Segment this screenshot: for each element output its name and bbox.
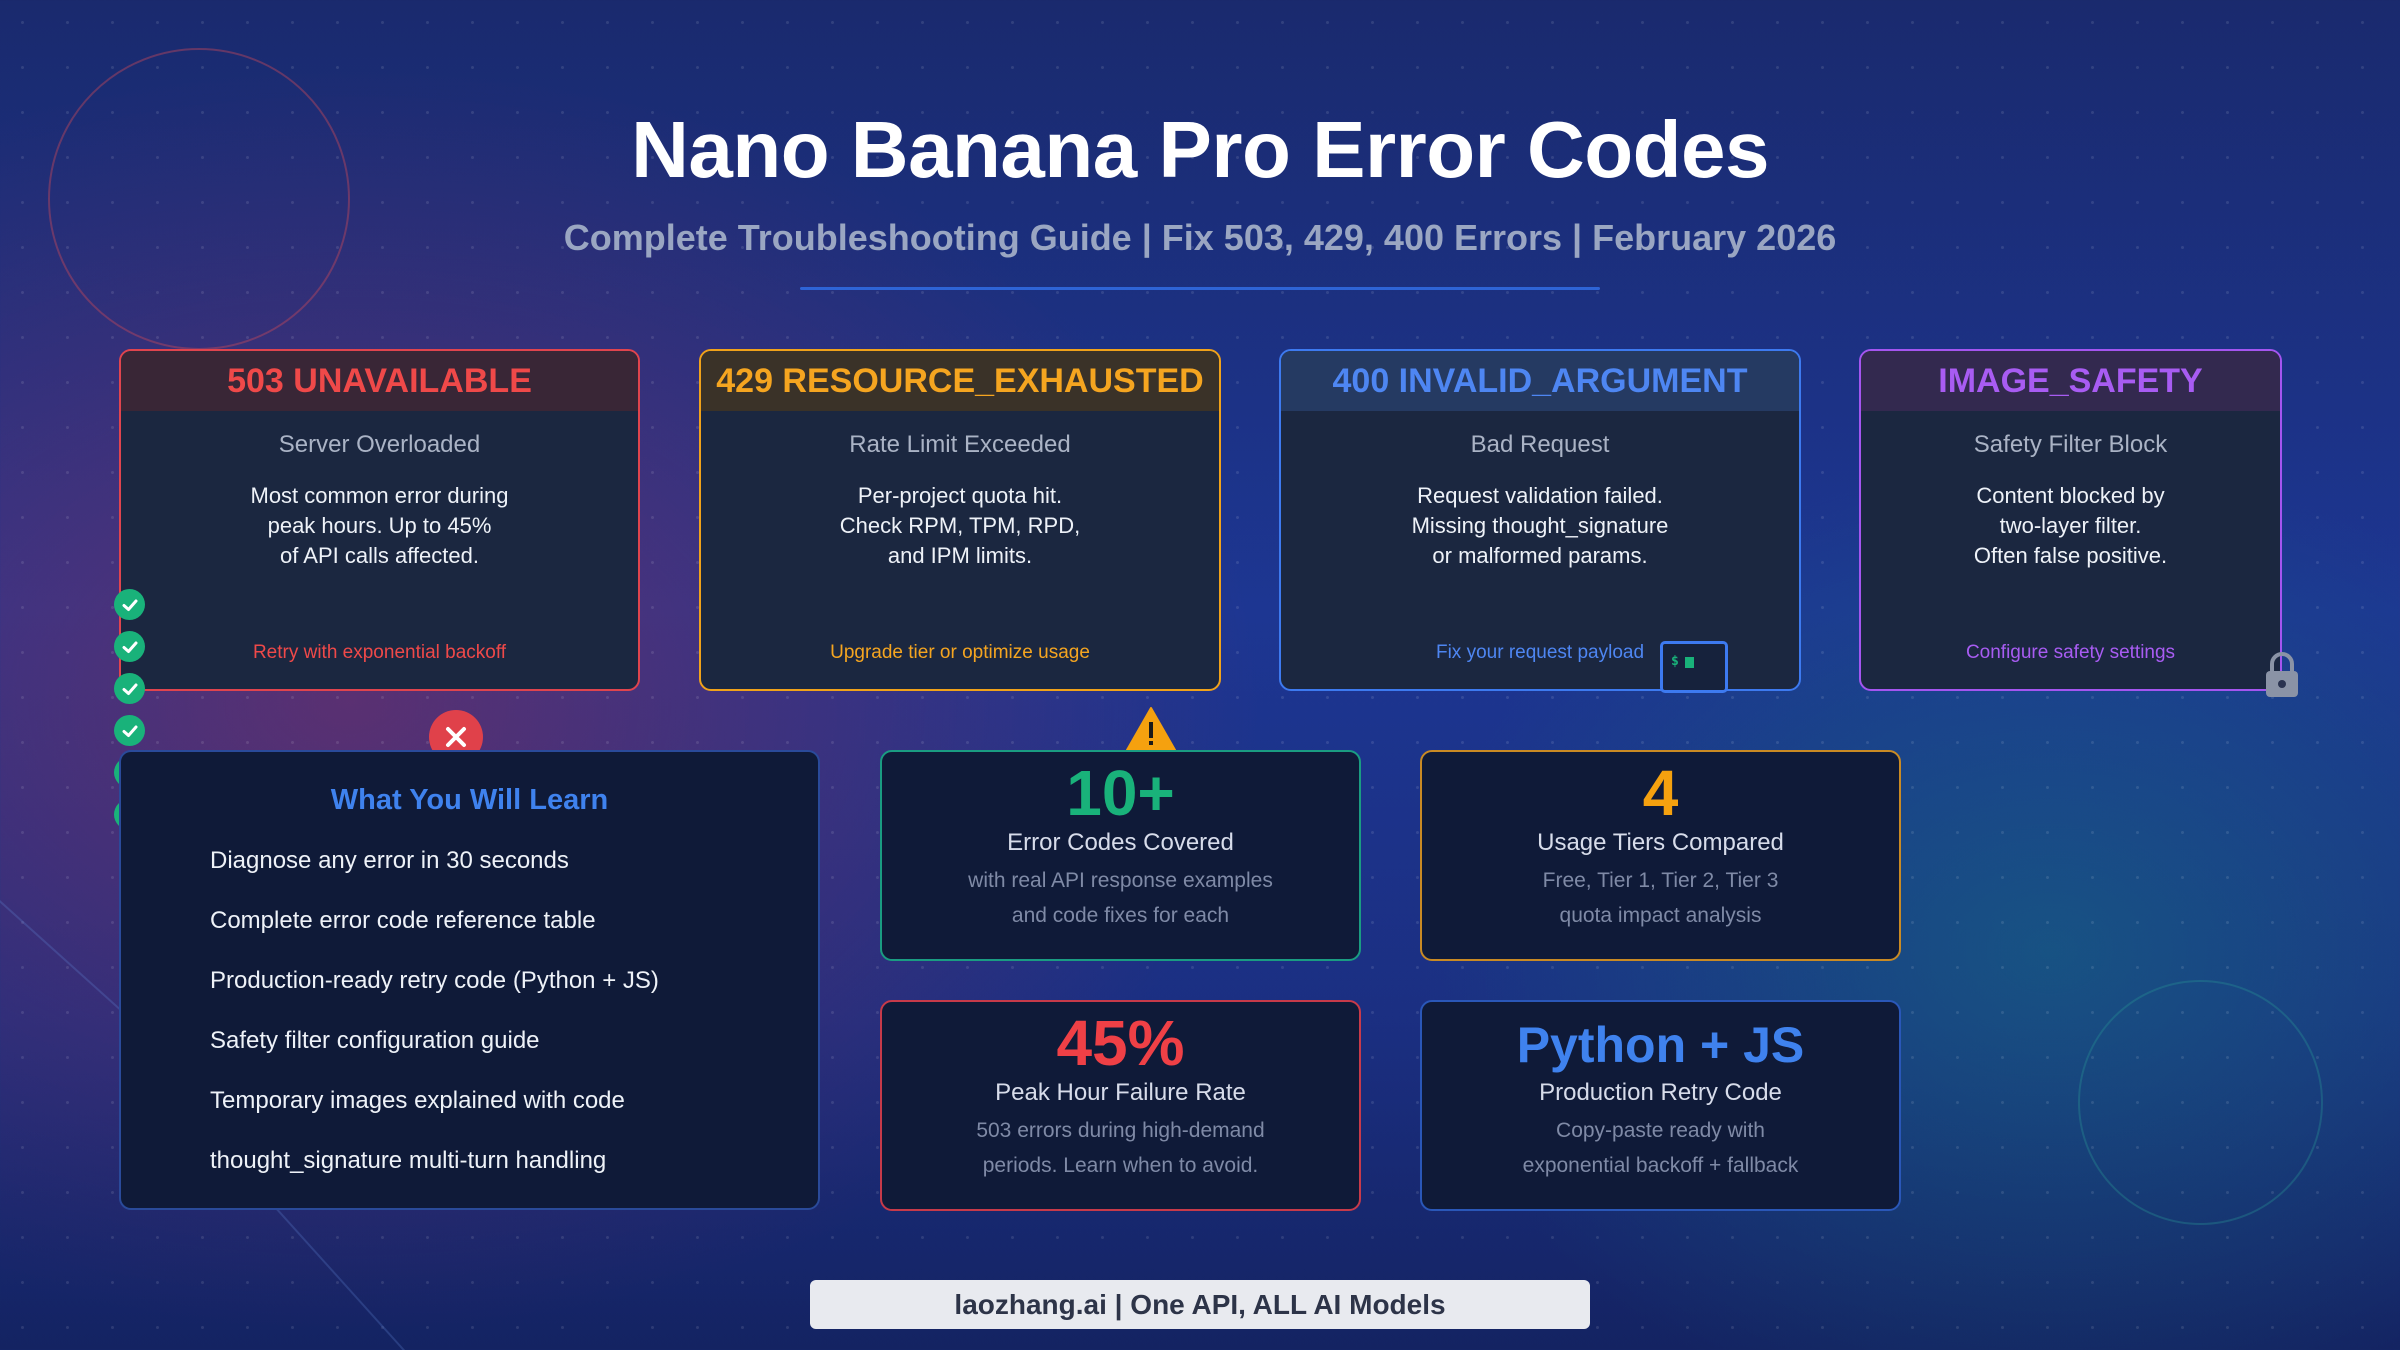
decorative-line xyxy=(268,1200,444,1350)
learn-item: thought_signature multi-turn handling xyxy=(210,1147,607,1174)
page-subtitle: Complete Troubleshooting Guide | Fix 503… xyxy=(563,217,1837,258)
stat-label: Peak Hour Failure Rate xyxy=(995,1079,1246,1106)
error-name: Safety Filter Block xyxy=(1973,431,2168,458)
footer-banner: laozhang.ai | One API, ALL AI Models xyxy=(810,1280,1590,1329)
error-description: Per-project quota hit. Check RPM, TPM, R… xyxy=(839,483,1081,568)
stat-card-error-codes: 10+ Error Codes Covered with real API re… xyxy=(880,750,1361,961)
error-fix: Upgrade tier or optimize usage xyxy=(830,642,1090,663)
stat-label: Production Retry Code xyxy=(1539,1079,1782,1106)
lock-icon xyxy=(2264,651,2300,704)
stat-value: 10+ xyxy=(1066,757,1175,829)
error-code: 503 UNAVAILABLE xyxy=(121,351,638,411)
learn-item: Production-ready retry code (Python + JS… xyxy=(210,967,659,994)
decorative-circle xyxy=(48,48,350,350)
stat-value: 4 xyxy=(1642,757,1679,829)
error-code: IMAGE_SAFETY xyxy=(1861,351,2280,411)
error-code: 429 RESOURCE_EXHAUSTED xyxy=(701,351,1219,411)
error-name: Bad Request xyxy=(1470,431,1610,458)
check-circle-icon xyxy=(114,673,145,704)
page-title: Nano Banana Pro Error Codes xyxy=(631,105,1769,194)
stat-card-retry-code: Python + JS Production Retry Code Copy-p… xyxy=(1420,1000,1901,1211)
stat-description: Copy-paste ready with exponential backof… xyxy=(1522,1119,1799,1177)
error-fix: Configure safety settings xyxy=(1965,642,2176,663)
stat-label: Usage Tiers Compared xyxy=(1537,829,1784,856)
error-name: Rate Limit Exceeded xyxy=(849,431,1071,458)
error-description: Content blocked by two-layer filter. Oft… xyxy=(1973,483,2168,568)
error-card-429: 429 RESOURCE_EXHAUSTED Rate Limit Exceed… xyxy=(699,349,1221,691)
error-name: Server Overloaded xyxy=(278,431,481,458)
error-card-image-safety: IMAGE_SAFETY Safety Filter Block Content… xyxy=(1859,349,2282,691)
stat-label: Error Codes Covered xyxy=(1007,829,1234,856)
error-code: 400 INVALID_ARGUMENT xyxy=(1281,351,1799,411)
check-circle-icon xyxy=(114,715,145,746)
error-card-503: 503 UNAVAILABLE Server Overloaded Most c… xyxy=(119,349,640,691)
check-circle-icon xyxy=(114,631,145,662)
learn-item: Complete error code reference table xyxy=(210,907,596,934)
learn-title: What You Will Learn xyxy=(330,784,609,816)
learn-item: Safety filter configuration guide xyxy=(210,1027,540,1054)
stat-description: Free, Tier 1, Tier 2, Tier 3 quota impac… xyxy=(1542,869,1779,927)
error-description: Request validation failed. Missing thoug… xyxy=(1411,483,1669,568)
learn-item: Temporary images explained with code xyxy=(210,1087,625,1114)
learn-list: Diagnose any error in 30 seconds Complet… xyxy=(210,847,659,1207)
stat-card-usage-tiers: 4 Usage Tiers Compared Free, Tier 1, Tie… xyxy=(1420,750,1901,961)
terminal-icon: $ xyxy=(1660,641,1728,693)
error-fix: Fix your request payload xyxy=(1435,642,1645,663)
title-divider xyxy=(800,287,1600,290)
error-card-400: 400 INVALID_ARGUMENT Bad Request Request… xyxy=(1279,349,1801,691)
learn-item: Diagnose any error in 30 seconds xyxy=(210,847,569,874)
check-circle-icon xyxy=(114,589,145,620)
stat-card-failure-rate: 45% Peak Hour Failure Rate 503 errors du… xyxy=(880,1000,1361,1211)
learn-card: What You Will Learn Diagnose any error i… xyxy=(119,750,820,1210)
error-fix: Retry with exponential backoff xyxy=(252,642,507,663)
stat-description: with real API response examples and code… xyxy=(968,869,1273,927)
decorative-circle xyxy=(2078,980,2323,1225)
stat-description: 503 errors during high-demand periods. L… xyxy=(976,1119,1265,1177)
stat-value: 45% xyxy=(1056,1007,1185,1079)
error-description: Most common error during peak hours. Up … xyxy=(250,483,509,568)
stat-value: Python + JS xyxy=(1516,1017,1805,1073)
